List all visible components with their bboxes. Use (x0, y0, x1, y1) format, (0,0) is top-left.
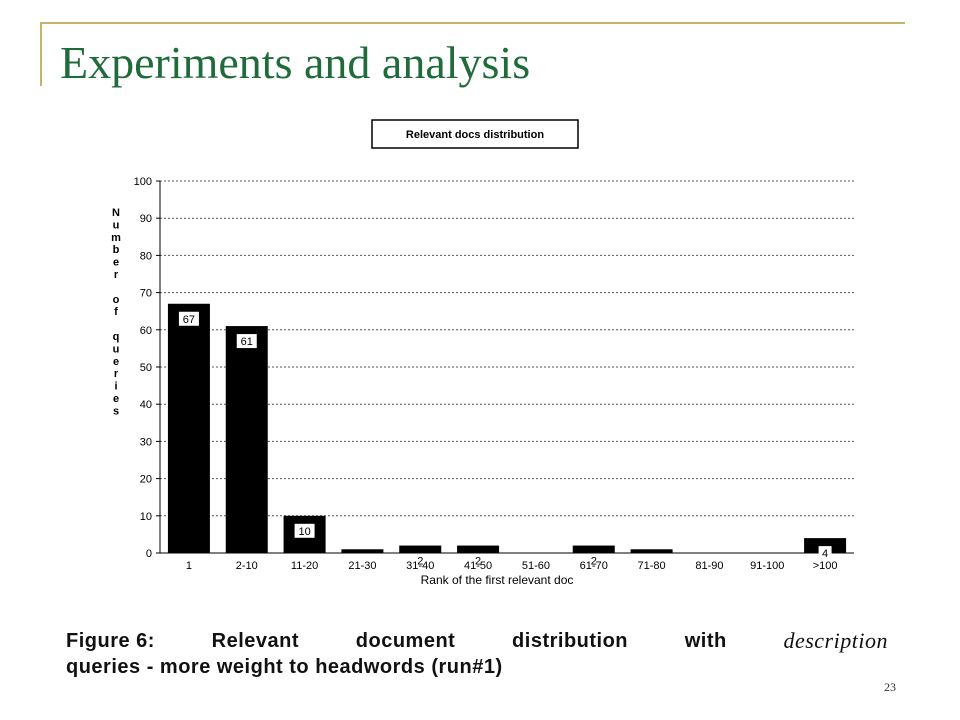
y-tick-label: 60 (140, 325, 152, 337)
chart-svg: Relevant docs distribution 0 10 20 30 40 50 60 7… (111, 119, 854, 587)
caption-word-3: distribution (512, 630, 629, 652)
y-axis-label-char: i (114, 381, 117, 393)
y-tick-label: 0 (146, 548, 152, 560)
x-tick-label: 21-30 (348, 560, 376, 572)
x-tick-label: 31-40 (406, 560, 434, 572)
data-label: 61 (241, 336, 253, 348)
y-axis-label-char: r (114, 269, 119, 281)
caption-line-2: queries - more weight to headwords (run#… (66, 656, 503, 678)
bar-2-10 (225, 326, 268, 553)
y-tick-label: 80 (140, 250, 152, 262)
y-axis-label-char: r (114, 368, 119, 380)
data-label: 4 (822, 548, 828, 560)
caption-emphasis: description (783, 628, 888, 653)
data-label-box (294, 523, 315, 538)
y-axis-label-char: u (113, 343, 120, 355)
caption-line-1: Figure 6: Relevant document distribution… (66, 628, 888, 654)
data-label: 2 (591, 556, 597, 568)
x-tick-label: 91-100 (750, 560, 784, 572)
y-axis-label-char: e (113, 257, 119, 269)
y-tick-label: 40 (140, 399, 152, 411)
bar-21-30 (341, 549, 384, 553)
bar-31-40 (399, 545, 442, 553)
y-axis-label-char: m (111, 232, 121, 244)
bar-41-50 (457, 545, 500, 553)
x-tick-label: >100 (813, 560, 838, 572)
page-number: 23 (884, 680, 896, 694)
y-axis-label-char: q (113, 331, 120, 343)
caption-word-1: Relevant (211, 630, 300, 652)
y-tick-label: 90 (140, 213, 152, 225)
title-rule-left (40, 22, 42, 86)
y-tick-label: 50 (140, 362, 152, 374)
x-tick-label: 71-80 (638, 560, 666, 572)
x-tick-label: 2-10 (236, 560, 258, 572)
x-tick-label: 61-70 (580, 560, 608, 572)
y-tick-label: 100 (134, 176, 152, 188)
caption-word-2: document (355, 630, 456, 652)
y-tick-label: 70 (140, 288, 152, 300)
x-tick-label: 11-20 (291, 560, 318, 572)
y-axis-label-char: o (113, 294, 120, 306)
chart-title-box (371, 119, 579, 149)
data-label: 10 (298, 526, 310, 538)
caption-word-4: with (684, 630, 727, 652)
slide-title: Experiments and analysis (60, 37, 531, 88)
bars (167, 303, 847, 553)
data-label: 67 (183, 314, 195, 326)
caption-label: Figure 6: (66, 630, 155, 652)
data-label: 2 (417, 556, 423, 568)
data-label-box (818, 546, 832, 561)
y-axis-label-char: f (114, 306, 118, 318)
x-axis-label: Rank of the first relevant doc (421, 573, 574, 587)
x-tick-label: 41-50 (464, 560, 492, 572)
y-axis-label-char: e (113, 393, 119, 405)
y-axis-label-char: s (113, 405, 119, 417)
figure-caption: Figure 6: Relevant document distribution… (66, 628, 888, 680)
bar-1 (167, 303, 210, 553)
chart-text: Relevant docs distribution 0 10 20 30 40 50 60 7… (111, 119, 838, 587)
chart-title: Relevant docs distribution (406, 129, 544, 141)
data-label: 2 (475, 556, 481, 568)
y-tick-label: 30 (140, 436, 152, 448)
x-tick-label: 1 (186, 560, 192, 572)
y-tick-label: 10 (140, 511, 152, 523)
data-label-box (178, 311, 199, 326)
y-axis-label-char: N (112, 207, 120, 219)
bar-chart: Relevant docs distribution 0 10 20 30 40 50 60 7… (90, 112, 880, 602)
axes (156, 180, 854, 554)
x-tick-label: 51-60 (522, 560, 550, 572)
y-axis-label-char: u (113, 219, 120, 231)
data-label-box (236, 334, 257, 349)
bar->100 (804, 538, 847, 553)
data-label-box (587, 553, 601, 568)
bar-71-80 (630, 549, 673, 553)
bar-61-70 (572, 545, 615, 553)
y-axis-label-char: b (113, 244, 120, 256)
data-label-box (413, 553, 427, 568)
data-label-box (471, 553, 485, 568)
x-tick-label: 81-90 (695, 560, 723, 572)
y-tick-label: 20 (140, 474, 152, 486)
y-axis-label-char: e (113, 356, 119, 368)
title-rule-top (40, 22, 905, 24)
